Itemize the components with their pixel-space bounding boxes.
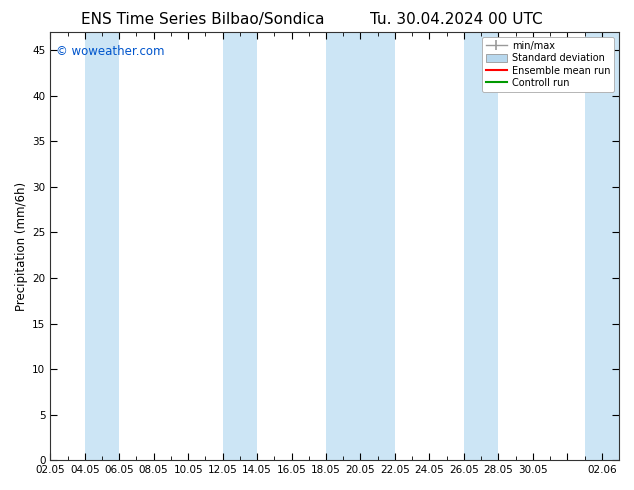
- Y-axis label: Precipitation (mm/6h): Precipitation (mm/6h): [15, 182, 28, 311]
- Bar: [464, 32, 498, 460]
- Bar: [585, 32, 619, 460]
- Text: ENS Time Series Bilbao/Sondica: ENS Time Series Bilbao/Sondica: [81, 12, 325, 27]
- Bar: [223, 32, 257, 460]
- Legend: min/max, Standard deviation, Ensemble mean run, Controll run: min/max, Standard deviation, Ensemble me…: [482, 37, 614, 92]
- Bar: [85, 32, 119, 460]
- Bar: [326, 32, 395, 460]
- Text: © woweather.com: © woweather.com: [56, 45, 164, 58]
- Text: Tu. 30.04.2024 00 UTC: Tu. 30.04.2024 00 UTC: [370, 12, 543, 27]
